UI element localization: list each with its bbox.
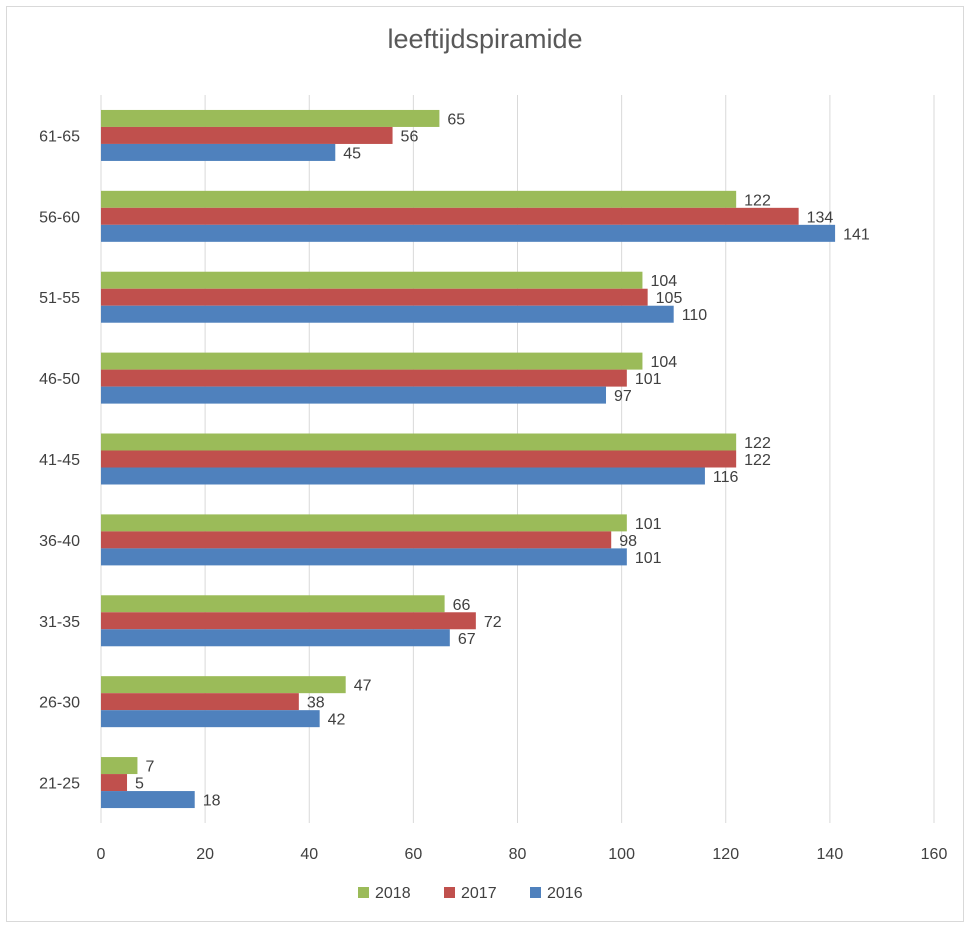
data-label: 122 [744, 192, 771, 209]
data-label: 105 [656, 290, 683, 307]
bar [101, 271, 643, 289]
data-label: 38 [307, 695, 325, 712]
bar [101, 467, 705, 485]
bar [101, 288, 648, 306]
bar [101, 612, 476, 630]
data-label: 104 [650, 354, 677, 371]
bar [101, 757, 138, 775]
y-tick-label: 56-60 [39, 209, 80, 226]
legend-swatch [530, 887, 541, 898]
bar [101, 791, 195, 809]
y-tick-label: 36-40 [39, 533, 80, 550]
bar [101, 693, 299, 711]
legend-swatch [444, 887, 455, 898]
y-tick-label: 21-25 [39, 776, 80, 793]
bar [101, 629, 450, 647]
data-label: 122 [744, 435, 771, 452]
data-label: 141 [843, 226, 870, 243]
y-tick-label: 31-35 [39, 614, 80, 631]
data-label: 101 [635, 371, 662, 388]
chart-title: leeftijdspiramide [387, 24, 583, 54]
data-label: 18 [203, 793, 221, 810]
bar [101, 190, 737, 208]
bar [101, 676, 346, 694]
value-axis: 0 20 40 60 80 100 120 140 160 [97, 846, 948, 863]
data-label: 116 [713, 469, 739, 486]
data-label: 110 [682, 307, 708, 324]
bar [101, 126, 393, 144]
bar [101, 352, 643, 370]
category-axis: 21-25 26-30 31-35 36-40 41-45 46-50 51-55 56-60… [39, 128, 80, 792]
data-label: 72 [484, 614, 502, 631]
x-tick-label: 140 [817, 846, 844, 863]
bar [101, 548, 627, 566]
bar [101, 514, 627, 532]
bar [101, 595, 445, 613]
bar [101, 433, 737, 451]
x-tick-label: 100 [608, 846, 635, 863]
bar [101, 369, 627, 387]
data-label: 67 [458, 631, 476, 648]
legend: 2018 2017 2016 [358, 885, 583, 902]
bar [101, 305, 674, 323]
bar [101, 109, 440, 127]
x-tick-label: 120 [712, 846, 739, 863]
bar [101, 386, 607, 404]
data-label: 101 [635, 550, 662, 567]
bar [101, 774, 128, 792]
bar-series [101, 109, 836, 809]
data-label: 65 [447, 111, 465, 128]
data-label: 47 [354, 678, 372, 695]
y-tick-label: 61-65 [39, 128, 80, 145]
data-label: 42 [328, 712, 346, 729]
data-label: 122 [744, 452, 771, 469]
y-tick-label: 46-50 [39, 371, 80, 388]
data-label: 66 [453, 597, 471, 614]
x-tick-label: 160 [921, 846, 948, 863]
bar [101, 710, 320, 728]
bar [101, 143, 336, 161]
y-tick-label: 51-55 [39, 290, 80, 307]
data-label: 134 [807, 209, 834, 226]
x-tick-label: 0 [97, 846, 106, 863]
legend-label: 2018 [375, 885, 411, 902]
x-tick-label: 40 [300, 846, 318, 863]
legend-swatch [358, 887, 369, 898]
x-tick-label: 80 [509, 846, 527, 863]
data-label: 98 [619, 533, 637, 550]
bar [101, 224, 836, 242]
data-label: 97 [614, 388, 632, 405]
y-tick-label: 26-30 [39, 695, 80, 712]
data-labels: 7518473842667267101981011221221161041019… [135, 111, 870, 809]
x-tick-label: 20 [196, 846, 214, 863]
y-tick-label: 41-45 [39, 452, 80, 469]
data-label: 5 [135, 776, 144, 793]
data-label: 56 [401, 128, 419, 145]
data-label: 104 [650, 273, 677, 290]
bar [101, 531, 612, 549]
data-label: 101 [635, 516, 662, 533]
data-label: 45 [343, 145, 361, 162]
x-tick-label: 60 [404, 846, 422, 863]
legend-label: 2016 [547, 885, 583, 902]
bar [101, 207, 799, 225]
legend-label: 2017 [461, 885, 497, 902]
bar [101, 450, 737, 468]
data-label: 7 [145, 759, 154, 776]
